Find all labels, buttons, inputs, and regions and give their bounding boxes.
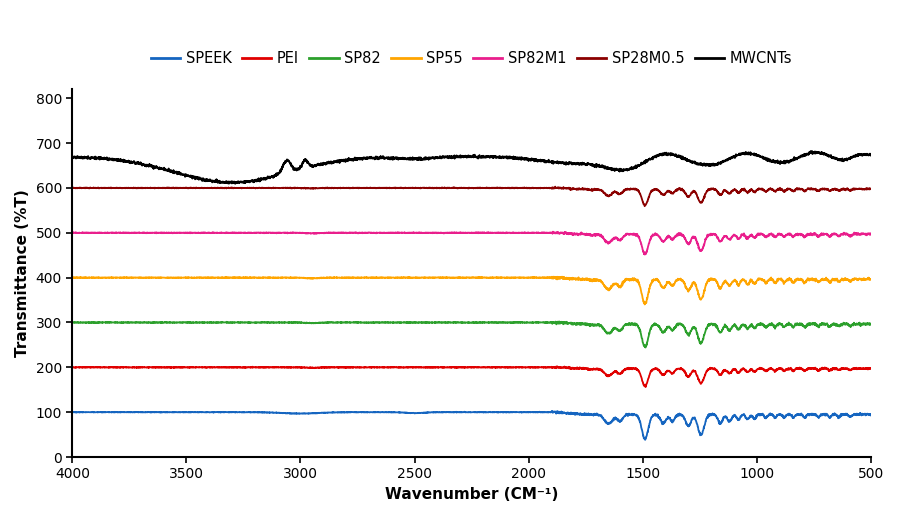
Y-axis label: Transmittance (%T): Transmittance (%T)	[15, 189, 30, 357]
X-axis label: Wavenumber (CM⁻¹): Wavenumber (CM⁻¹)	[385, 487, 558, 502]
Legend: SPEEK, PEI, SP82, SP55, SP82M1, SP28M0.5, MWCNTs: SPEEK, PEI, SP82, SP55, SP82M1, SP28M0.5…	[145, 45, 798, 72]
